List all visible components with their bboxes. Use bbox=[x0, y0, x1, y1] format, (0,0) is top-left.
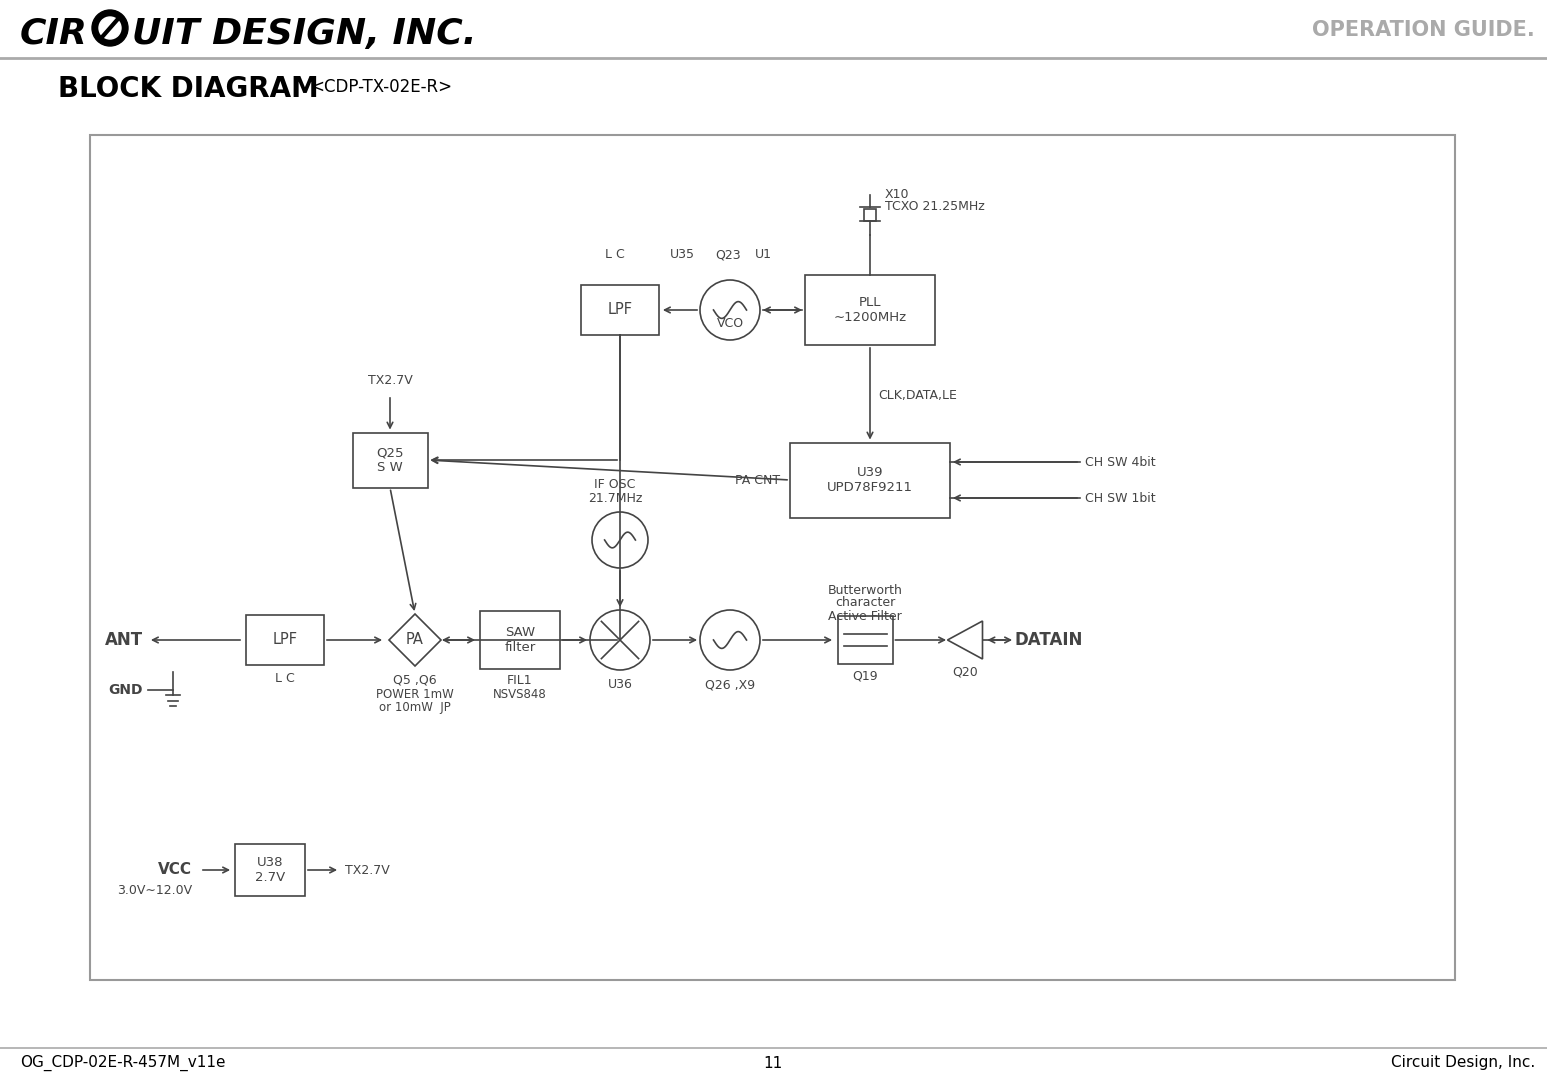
Bar bbox=[90, 134, 1456, 980]
Text: 3.0V∼12.0V: 3.0V∼12.0V bbox=[118, 883, 192, 896]
Text: VCC: VCC bbox=[158, 863, 192, 878]
Bar bbox=[865, 209, 876, 221]
Text: CH SW 1bit: CH SW 1bit bbox=[1084, 492, 1156, 505]
Text: L C: L C bbox=[605, 249, 625, 261]
Bar bbox=[235, 844, 305, 896]
Text: Q25
S W: Q25 S W bbox=[376, 445, 404, 475]
Text: CH SW 4bit: CH SW 4bit bbox=[1084, 455, 1156, 468]
Text: U1: U1 bbox=[755, 249, 772, 261]
Text: U36: U36 bbox=[608, 679, 633, 692]
Text: SAW
filter: SAW filter bbox=[504, 626, 535, 654]
Text: U35: U35 bbox=[670, 249, 695, 261]
Text: BLOCK DIAGRAM: BLOCK DIAGRAM bbox=[57, 75, 319, 103]
Text: Active Filter: Active Filter bbox=[828, 609, 902, 623]
Text: Circuit Design, Inc.: Circuit Design, Inc. bbox=[1391, 1056, 1535, 1071]
Text: OPERATION GUIDE.: OPERATION GUIDE. bbox=[1312, 20, 1535, 40]
Text: 21.7MHz: 21.7MHz bbox=[588, 492, 642, 505]
Text: Q20: Q20 bbox=[951, 665, 978, 679]
Bar bbox=[837, 615, 893, 664]
Text: CIR: CIR bbox=[20, 17, 88, 51]
Text: GND: GND bbox=[108, 683, 142, 697]
Text: LPF: LPF bbox=[608, 302, 633, 317]
Text: Q26 ,X9: Q26 ,X9 bbox=[705, 679, 755, 692]
Text: DATAIN: DATAIN bbox=[1015, 631, 1083, 649]
Text: L C: L C bbox=[275, 671, 295, 684]
Bar bbox=[246, 615, 323, 665]
Text: <CDP-TX-02E-R>: <CDP-TX-02E-R> bbox=[309, 77, 452, 96]
Text: UIT DESIGN, INC.: UIT DESIGN, INC. bbox=[131, 17, 476, 51]
Text: Butterworth: Butterworth bbox=[828, 583, 902, 596]
Bar bbox=[353, 433, 427, 487]
Text: CLK,DATA,LE: CLK,DATA,LE bbox=[879, 388, 958, 401]
Polygon shape bbox=[388, 614, 441, 666]
Bar bbox=[804, 275, 934, 345]
Text: Q5 ,Q6: Q5 ,Q6 bbox=[393, 674, 436, 686]
Text: U39
UPD78F9211: U39 UPD78F9211 bbox=[828, 466, 913, 494]
Text: Q23: Q23 bbox=[715, 249, 741, 261]
Text: NSVS848: NSVS848 bbox=[493, 689, 548, 702]
Text: POWER 1mW: POWER 1mW bbox=[376, 689, 453, 702]
Bar bbox=[582, 285, 659, 335]
Text: TCXO 21.25MHz: TCXO 21.25MHz bbox=[885, 200, 985, 213]
Circle shape bbox=[99, 17, 121, 39]
Text: PLL
∼1200MHz: PLL ∼1200MHz bbox=[834, 296, 907, 324]
Text: PA CNT: PA CNT bbox=[735, 473, 780, 486]
Text: ANT: ANT bbox=[105, 631, 142, 649]
Text: VCO: VCO bbox=[716, 317, 744, 330]
Text: TX2.7V: TX2.7V bbox=[345, 864, 390, 877]
Text: OG_CDP-02E-R-457M_v11e: OG_CDP-02E-R-457M_v11e bbox=[20, 1054, 226, 1071]
Bar bbox=[791, 442, 950, 518]
Text: PA: PA bbox=[405, 633, 424, 648]
Bar bbox=[480, 611, 560, 669]
Text: IF OSC: IF OSC bbox=[594, 479, 636, 492]
Text: FIL1: FIL1 bbox=[507, 674, 532, 686]
Polygon shape bbox=[947, 621, 982, 659]
Text: character: character bbox=[835, 596, 896, 609]
Text: LPF: LPF bbox=[272, 633, 297, 648]
Text: TX2.7V: TX2.7V bbox=[368, 373, 413, 386]
Circle shape bbox=[91, 10, 128, 46]
Text: 11: 11 bbox=[763, 1056, 783, 1071]
Text: X10: X10 bbox=[885, 188, 910, 201]
Text: Q19: Q19 bbox=[852, 669, 877, 682]
Text: U38
2.7V: U38 2.7V bbox=[255, 856, 285, 884]
Text: or 10mW  JP: or 10mW JP bbox=[379, 702, 450, 714]
